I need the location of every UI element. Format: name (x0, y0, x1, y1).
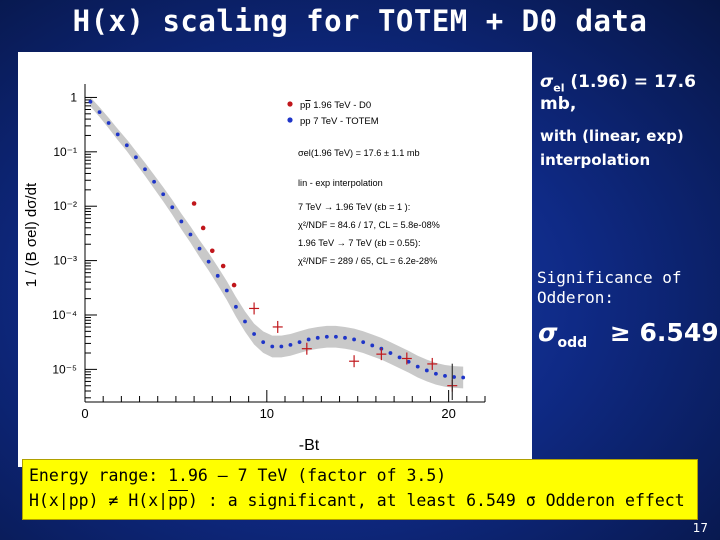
totem-point (252, 332, 256, 336)
totem-point (170, 205, 175, 210)
totem-point (115, 132, 120, 137)
legend-text-line: χ²/NDF = 289 / 65, CL = 6.2e-28% (298, 256, 437, 266)
totem-point (370, 343, 375, 348)
totem-point (443, 373, 447, 378)
legend-entry-label: pp 7 TeV - TOTEM (300, 116, 379, 127)
d0-point (200, 225, 206, 231)
summary-line-2: H(x|pp) ≠ H(x|pp) : a significant, at le… (29, 488, 691, 513)
d0-point (209, 248, 215, 254)
y-tick-label: 10⁻⁵ (52, 362, 77, 376)
totem-point (415, 364, 420, 369)
summary-line-1: Energy range: 1.96 – 7 TeV (factor of 3.… (29, 466, 447, 485)
totem-point (106, 121, 111, 125)
sigma-subscript: el (553, 81, 565, 95)
summary-line-2-end: ) : a significant, at least 6.549 σ Odde… (187, 491, 685, 510)
totem-point (243, 319, 247, 324)
totem-point (315, 335, 320, 340)
y-tick-label: 1 (70, 90, 77, 104)
totem-point (97, 110, 102, 115)
d0-point (220, 263, 226, 269)
totem-point (352, 337, 356, 342)
legend-text-line: lin - exp interpolation (298, 178, 383, 188)
totem-point (188, 232, 193, 237)
totem-point (161, 192, 166, 197)
y-tick-label: 10⁻⁴ (52, 308, 77, 322)
totem-point (134, 155, 138, 160)
totem-point (361, 340, 366, 345)
page-number: 17 (692, 521, 708, 535)
legend-entry-prefix: p (300, 100, 305, 111)
legend-entry-bar: p (305, 100, 310, 111)
x-axis-label: -Bt (299, 437, 320, 454)
interpolation-line-1: with (linear, exp) (540, 127, 684, 145)
legend-marker (287, 117, 293, 123)
uncertainty-band (90, 97, 464, 389)
legend-marker (287, 101, 293, 107)
totem-point (424, 368, 429, 373)
legend-entry-rest: 7 TeV - TOTEM (311, 116, 379, 127)
totem-point (234, 304, 238, 309)
uncertainty-band-area (90, 97, 464, 389)
significance-label: Significance of Odderon: (537, 268, 682, 307)
totem-point (143, 167, 147, 172)
totem-point (88, 99, 93, 104)
x-tick-label: 20 (441, 406, 455, 421)
totem-point (324, 334, 329, 339)
totem-point (297, 340, 302, 345)
y-tick-label: 10⁻³ (53, 254, 77, 268)
d0-point (191, 201, 197, 206)
x-tick-label: 10 (260, 406, 274, 421)
totem-point (261, 340, 266, 345)
slide-title: H(x) scaling for TOTEM + D0 data (72, 4, 648, 38)
totem-point (334, 334, 338, 339)
totem-point (179, 219, 184, 224)
x-tick-label: 0 (81, 406, 88, 421)
chart-panel: 1 10⁻¹ 10⁻² 10⁻³ 10⁻⁴ 10⁻⁵ 0 10 20 -Bt 1 / (B σel)… (18, 52, 532, 467)
significance-value: σodd ≥ 6.549 (538, 318, 719, 351)
odd-subscript: odd (557, 335, 588, 351)
sigma-value: (1.96) = 17.6 mb, (540, 72, 696, 115)
summary-line-2-start: H(x|pp) ≠ H(x| (29, 491, 169, 510)
totem-point (206, 259, 211, 264)
totem-point (306, 337, 311, 342)
totem-point (224, 288, 229, 293)
totem-point (388, 351, 393, 355)
y-tick-label: 10⁻¹ (53, 145, 77, 159)
legend-text-line: 1.96 TeV → 7 TeV (εb = 0.55): (298, 238, 421, 248)
odd-sigma-symbol: σ (538, 318, 558, 347)
totem-point (279, 344, 284, 349)
totem-point (452, 375, 456, 379)
totem-point (215, 273, 220, 278)
totem-point (343, 335, 347, 340)
interpolation-line-2: interpolation (540, 151, 651, 169)
y-axis-label: 1 / (B σel) dσ/dt (23, 182, 40, 287)
d0-point (231, 282, 237, 288)
legend-text-line: σel(1.96 TeV) = 17.6 ± 1.1 mb (298, 148, 420, 158)
legend-entry-prefix: pp (300, 116, 311, 127)
totem-point (461, 375, 466, 380)
chart-svg: 1 10⁻¹ 10⁻² 10⁻³ 10⁻⁴ 10⁻⁵ 0 10 20 -Bt 1 / (B σel)… (23, 84, 486, 454)
legend-entry-label: pp 1.96 TeV - D0 (300, 100, 371, 111)
totem-point (270, 344, 275, 349)
totem-point (397, 355, 402, 360)
legend-text-line: χ²/NDF = 84.6 / 17, CL = 5.8e-08% (298, 220, 440, 230)
y-tick-label: 10⁻² (53, 199, 77, 213)
sigma-el-line: σel (1.96) = 17.6 mb, (540, 72, 720, 114)
sigma-symbol: σ (540, 72, 554, 92)
legend-text-line: 7 TeV → 1.96 TeV (εb = 1 ): (298, 202, 410, 212)
interpolation-note: with (linear, exp) interpolation (540, 124, 684, 172)
totem-point (434, 371, 438, 376)
odd-value: ≥ 6.549 (609, 318, 719, 347)
chart-axes: 1 10⁻¹ 10⁻² 10⁻³ 10⁻⁴ 10⁻⁵ 0 10 20 -Bt 1 / (B σel)… (23, 84, 486, 454)
totem-point (406, 359, 411, 364)
totem-point (124, 143, 129, 148)
totem-point (288, 342, 293, 347)
legend-entry-rest: 1.96 TeV - D0 (311, 100, 372, 111)
summary-antiproton: pp (168, 491, 188, 510)
chart-series (88, 99, 466, 400)
totem-point (152, 179, 156, 184)
summary-box: Energy range: 1.96 – 7 TeV (factor of 3.… (22, 459, 698, 520)
totem-point (197, 246, 202, 251)
